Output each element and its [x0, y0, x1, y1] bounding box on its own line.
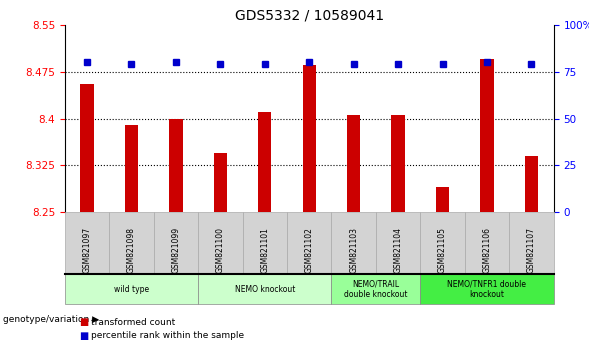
Text: ■: ■: [80, 317, 89, 327]
Text: GSM821103: GSM821103: [349, 227, 358, 273]
Text: GSM821099: GSM821099: [171, 227, 180, 273]
Text: NEMO/TRAIL
double knockout: NEMO/TRAIL double knockout: [344, 280, 408, 299]
Bar: [303, 65, 316, 212]
Bar: [525, 156, 538, 212]
Text: GSM821102: GSM821102: [305, 227, 314, 273]
Bar: [80, 84, 94, 212]
Text: transformed count: transformed count: [91, 318, 176, 327]
Text: wild type: wild type: [114, 285, 149, 294]
Text: GSM821105: GSM821105: [438, 227, 447, 273]
Text: GSM821100: GSM821100: [216, 227, 225, 273]
Text: NEMO knockout: NEMO knockout: [234, 285, 295, 294]
Bar: [436, 187, 449, 212]
Text: genotype/variation ▶: genotype/variation ▶: [3, 315, 99, 324]
Bar: [169, 119, 183, 212]
Text: GSM821107: GSM821107: [527, 227, 536, 273]
Text: GSM821101: GSM821101: [260, 227, 269, 273]
Bar: [258, 112, 272, 212]
Text: ■: ■: [80, 331, 89, 341]
Bar: [392, 115, 405, 212]
Text: GSM821097: GSM821097: [82, 227, 91, 273]
Text: GSM821104: GSM821104: [393, 227, 403, 273]
Text: GSM821106: GSM821106: [482, 227, 491, 273]
Text: percentile rank within the sample: percentile rank within the sample: [91, 331, 244, 340]
Text: NEMO/TNFR1 double
knockout: NEMO/TNFR1 double knockout: [448, 280, 527, 299]
Bar: [125, 125, 138, 212]
Bar: [214, 153, 227, 212]
Bar: [480, 59, 494, 212]
Text: GSM821098: GSM821098: [127, 227, 136, 273]
Bar: [347, 115, 360, 212]
Title: GDS5332 / 10589041: GDS5332 / 10589041: [234, 8, 384, 22]
